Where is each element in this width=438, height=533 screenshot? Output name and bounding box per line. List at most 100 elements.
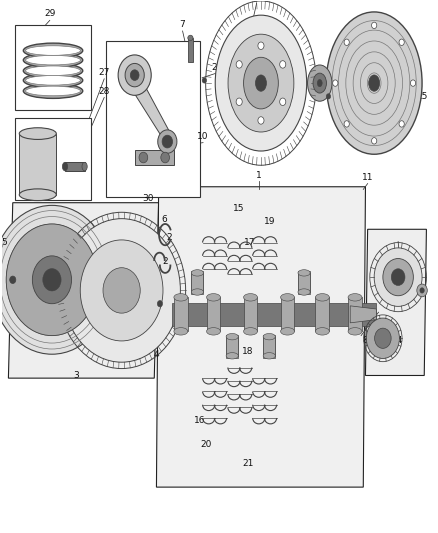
Bar bbox=[191, 273, 204, 292]
Circle shape bbox=[131, 70, 139, 80]
Text: 18: 18 bbox=[242, 347, 254, 356]
Ellipse shape bbox=[228, 34, 294, 132]
Bar bbox=[172, 303, 376, 326]
Circle shape bbox=[158, 130, 177, 154]
Text: 5: 5 bbox=[1, 238, 7, 247]
Polygon shape bbox=[156, 187, 365, 487]
Ellipse shape bbox=[25, 66, 81, 76]
Bar bbox=[15, 118, 91, 200]
Text: 13: 13 bbox=[408, 260, 419, 268]
Bar bbox=[348, 297, 362, 332]
Ellipse shape bbox=[191, 270, 204, 276]
Bar bbox=[191, 271, 204, 294]
Ellipse shape bbox=[25, 76, 81, 85]
Circle shape bbox=[410, 80, 416, 86]
Polygon shape bbox=[8, 203, 159, 378]
Circle shape bbox=[139, 152, 148, 163]
Ellipse shape bbox=[326, 12, 422, 154]
Ellipse shape bbox=[207, 328, 220, 335]
Text: 16: 16 bbox=[194, 416, 206, 425]
Circle shape bbox=[10, 276, 16, 284]
Ellipse shape bbox=[317, 79, 322, 87]
Bar bbox=[281, 297, 294, 332]
Text: 26: 26 bbox=[334, 100, 345, 109]
Ellipse shape bbox=[281, 294, 294, 301]
Polygon shape bbox=[127, 82, 173, 138]
Bar bbox=[106, 41, 200, 197]
Ellipse shape bbox=[25, 46, 81, 55]
Text: 30: 30 bbox=[142, 195, 153, 204]
Bar bbox=[298, 273, 310, 292]
Circle shape bbox=[366, 318, 399, 359]
Circle shape bbox=[125, 63, 144, 87]
Circle shape bbox=[236, 98, 242, 106]
Polygon shape bbox=[350, 306, 376, 323]
Circle shape bbox=[371, 22, 377, 29]
Bar bbox=[65, 163, 85, 171]
Text: 1: 1 bbox=[256, 171, 261, 180]
Circle shape bbox=[333, 80, 338, 86]
Text: 14: 14 bbox=[392, 336, 404, 345]
Text: 21: 21 bbox=[242, 459, 254, 467]
Text: 2: 2 bbox=[162, 257, 168, 265]
Circle shape bbox=[344, 121, 349, 127]
Text: 4: 4 bbox=[154, 350, 159, 359]
Bar bbox=[226, 337, 238, 356]
Text: 25: 25 bbox=[417, 92, 428, 101]
Circle shape bbox=[162, 135, 173, 148]
Circle shape bbox=[43, 269, 61, 291]
Circle shape bbox=[371, 138, 377, 144]
Circle shape bbox=[63, 219, 180, 362]
Text: 20: 20 bbox=[201, 440, 212, 449]
Ellipse shape bbox=[313, 73, 326, 93]
Circle shape bbox=[161, 152, 170, 163]
Ellipse shape bbox=[19, 189, 57, 200]
Circle shape bbox=[280, 98, 286, 106]
Text: 28: 28 bbox=[99, 86, 110, 95]
Ellipse shape bbox=[174, 328, 188, 335]
Circle shape bbox=[399, 121, 404, 127]
Ellipse shape bbox=[191, 289, 204, 295]
Ellipse shape bbox=[23, 84, 83, 99]
Circle shape bbox=[374, 328, 391, 349]
Ellipse shape bbox=[174, 294, 188, 301]
Text: 19: 19 bbox=[264, 217, 276, 226]
Ellipse shape bbox=[244, 294, 258, 301]
Ellipse shape bbox=[19, 128, 57, 140]
Ellipse shape bbox=[23, 53, 83, 68]
Circle shape bbox=[374, 248, 422, 306]
Text: 17: 17 bbox=[244, 238, 256, 247]
Bar bbox=[263, 337, 276, 356]
Ellipse shape bbox=[226, 353, 238, 359]
Text: 24: 24 bbox=[284, 50, 295, 58]
Ellipse shape bbox=[298, 289, 310, 295]
Text: 3: 3 bbox=[73, 371, 79, 380]
Ellipse shape bbox=[348, 328, 362, 335]
Circle shape bbox=[258, 42, 264, 50]
Ellipse shape bbox=[62, 163, 67, 171]
Ellipse shape bbox=[215, 15, 307, 151]
Bar bbox=[207, 297, 220, 332]
Ellipse shape bbox=[244, 328, 258, 335]
Circle shape bbox=[391, 269, 405, 286]
Ellipse shape bbox=[348, 294, 362, 301]
Bar bbox=[15, 25, 91, 110]
Ellipse shape bbox=[23, 73, 83, 88]
Bar bbox=[19, 134, 57, 195]
Circle shape bbox=[80, 240, 163, 341]
Bar bbox=[298, 271, 310, 294]
Circle shape bbox=[118, 55, 151, 95]
Circle shape bbox=[417, 284, 427, 297]
Ellipse shape bbox=[82, 163, 87, 171]
Text: 27: 27 bbox=[99, 68, 110, 77]
Circle shape bbox=[344, 39, 349, 45]
Bar bbox=[244, 297, 258, 332]
Text: 9: 9 bbox=[402, 254, 407, 263]
Bar bbox=[263, 335, 276, 358]
Text: 10: 10 bbox=[197, 132, 209, 141]
Text: 22: 22 bbox=[212, 63, 223, 71]
Text: 23: 23 bbox=[242, 31, 254, 40]
Ellipse shape bbox=[25, 86, 81, 96]
Text: 12: 12 bbox=[417, 286, 428, 295]
Ellipse shape bbox=[255, 75, 266, 91]
